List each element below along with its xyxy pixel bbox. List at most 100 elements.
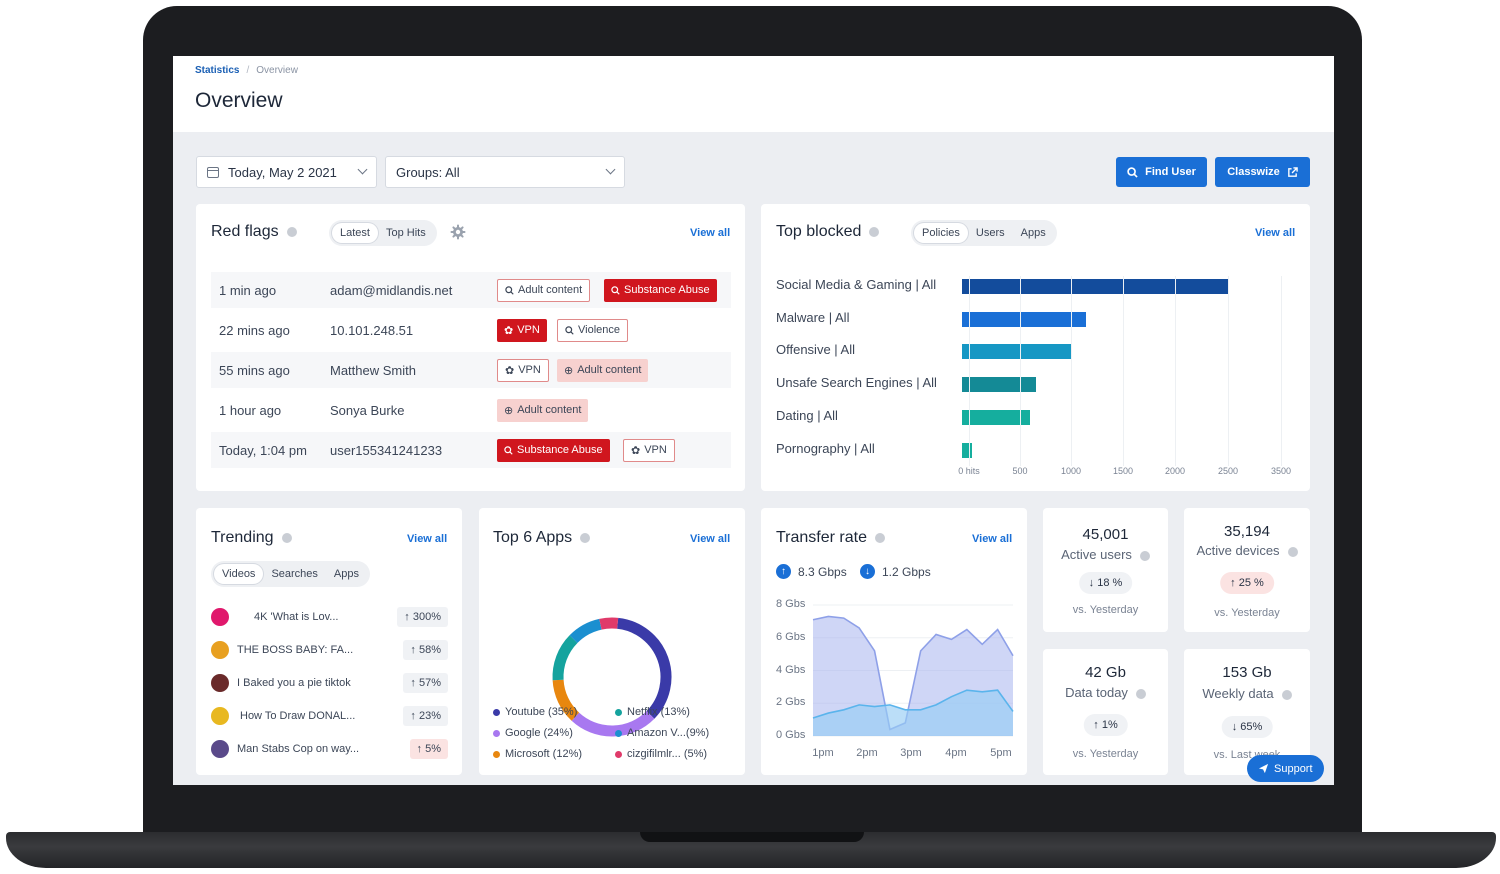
- tag-adult-content[interactable]: Adult content: [497, 278, 591, 302]
- donut-slice[interactable]: [616, 617, 672, 719]
- gear-icon[interactable]: [450, 224, 466, 240]
- stat-active-devices: 35,194 Active devices ↑ 25 % vs. Yesterd…: [1184, 508, 1310, 632]
- info-icon[interactable]: [281, 532, 292, 543]
- info-icon[interactable]: [580, 532, 591, 543]
- list-item[interactable]: 4K 'What is Lov... ↑ 300%: [211, 604, 448, 630]
- legend-dot: [493, 750, 500, 758]
- donut-slice[interactable]: [569, 618, 602, 644]
- groups-select[interactable]: Groups: All: [385, 156, 625, 188]
- list-item[interactable]: Man Stabs Cop on way... ↑ 5%: [211, 736, 448, 762]
- donut-slice[interactable]: [599, 617, 619, 630]
- support-button[interactable]: Support: [1247, 755, 1324, 782]
- globe-icon: ⊕: [564, 364, 574, 377]
- bar[interactable]: [962, 344, 1072, 360]
- stat-value: 45,001: [1082, 526, 1129, 543]
- upload-rate: ↑ 8.3 Gbps: [776, 564, 847, 579]
- gridline: [1020, 276, 1021, 466]
- search-icon: [504, 445, 513, 455]
- search-icon: [505, 285, 514, 295]
- table-row[interactable]: 22 mins ago 10.101.248.51 ✿ VPN Violence: [211, 312, 731, 348]
- tab-top-hits[interactable]: Top Hits: [385, 227, 426, 239]
- series-area: [813, 690, 1013, 736]
- video-thumbnail-icon: [211, 674, 229, 692]
- donut-slice[interactable]: [552, 635, 578, 681]
- trend-badge: ↑ 5%: [409, 739, 448, 759]
- breadcrumb-statistics[interactable]: Statistics: [195, 65, 240, 76]
- legend-label: Microsoft (12%): [505, 748, 583, 760]
- info-icon[interactable]: [1135, 688, 1146, 699]
- legend-label: Amazon V...(9%): [627, 727, 710, 739]
- tag-violence[interactable]: Violence: [557, 318, 628, 342]
- bar[interactable]: [962, 377, 1037, 393]
- bar[interactable]: [962, 279, 1228, 294]
- trend-badge: ↑ 57%: [403, 673, 448, 693]
- tab-apps[interactable]: Apps: [1020, 227, 1046, 239]
- tag-adult-content[interactable]: ⊕ Adult content: [557, 358, 649, 382]
- list-item[interactable]: I Baked you a pie tiktok ↑ 57%: [211, 670, 448, 696]
- tab-policies[interactable]: Policies: [914, 223, 968, 243]
- red-flags-view-all[interactable]: View all: [690, 227, 731, 239]
- table-row[interactable]: Today, 1:04 pm user155341241233 Substanc…: [211, 432, 731, 468]
- x-tick-label: 1pm: [812, 747, 834, 759]
- tag-vpn[interactable]: ✿ VPN: [497, 318, 547, 342]
- trending-view-all[interactable]: View all: [407, 533, 448, 545]
- info-icon[interactable]: [869, 226, 880, 237]
- top-blocked-view-all[interactable]: View all: [1255, 227, 1296, 239]
- tag-substance-abuse[interactable]: Substance Abuse: [497, 438, 610, 462]
- trend-badge: ↑ 300%: [397, 607, 448, 627]
- tab-latest[interactable]: Latest: [332, 223, 378, 243]
- classwize-button[interactable]: Classwize: [1215, 157, 1310, 187]
- top-apps-view-all[interactable]: View all: [690, 533, 731, 545]
- find-user-button[interactable]: Find User: [1116, 157, 1207, 187]
- trend-badge: ↑ 23%: [403, 706, 448, 726]
- transfer-rate-view-all[interactable]: View all: [972, 533, 1013, 545]
- info-icon[interactable]: [286, 226, 297, 237]
- bar[interactable]: [962, 442, 972, 458]
- y-tick-label: 2 Gbs: [776, 696, 806, 709]
- transfer-rate-title: Transfer rate: [776, 529, 885, 547]
- stat-value: 153 Gb: [1222, 664, 1272, 681]
- tag-adult-content[interactable]: ⊕ Adult content: [497, 398, 589, 422]
- series-line[interactable]: [812, 615, 1014, 731]
- tick-label: 2000: [1164, 466, 1186, 476]
- tag-vpn[interactable]: ✿ VPN: [623, 438, 675, 462]
- bar-label: Malware | All: [776, 309, 850, 325]
- tab-searches[interactable]: Searches: [271, 568, 318, 580]
- top-blocked-card: Top blocked Policies Users Apps View all…: [761, 204, 1310, 491]
- bar[interactable]: [962, 409, 1031, 425]
- table-row[interactable]: 1 min ago adam@midlandis.net Adult conte…: [211, 272, 731, 308]
- series-line[interactable]: [812, 689, 1014, 719]
- legend-label: Youtube (35%): [505, 706, 578, 718]
- bar[interactable]: [962, 311, 1086, 327]
- info-icon[interactable]: [1139, 550, 1150, 561]
- tab-users[interactable]: Users: [975, 227, 1005, 239]
- legend-label: Google (24%): [505, 727, 573, 739]
- table-row[interactable]: 1 hour ago Sonya Burke ⊕ Adult content: [211, 392, 731, 428]
- tab-apps[interactable]: Apps: [333, 568, 359, 580]
- bar-label: Offensive | All: [776, 342, 856, 358]
- y-tick-label: 6 Gbs: [776, 630, 806, 643]
- list-item[interactable]: How To Draw DONAL... ↑ 23%: [211, 703, 448, 729]
- tag-vpn[interactable]: ✿ VPN: [497, 358, 549, 382]
- tag-substance-abuse[interactable]: Substance Abuse: [604, 278, 717, 302]
- search-icon: [611, 285, 620, 295]
- find-user-label: Find User: [1145, 166, 1196, 178]
- stat-label: Active devices: [1184, 543, 1310, 558]
- support-label: Support: [1274, 762, 1313, 775]
- donut-slice[interactable]: [552, 679, 580, 721]
- list-item[interactable]: THE BOSS BABY: FA... ↑ 58%: [211, 637, 448, 663]
- red-flags-tabs: Latest Top Hits: [329, 220, 437, 246]
- external-link-icon: [1287, 166, 1298, 177]
- info-icon[interactable]: [875, 532, 885, 543]
- tick-label: 3500: [1270, 466, 1292, 476]
- video-thumbnail-icon: [211, 608, 229, 626]
- date-select[interactable]: Today, May 2 2021: [196, 156, 377, 188]
- table-row[interactable]: 55 mins ago Matthew Smith ✿ VPN ⊕ Adult co…: [211, 352, 731, 388]
- tab-videos[interactable]: Videos: [214, 564, 264, 584]
- info-icon[interactable]: [1281, 689, 1292, 700]
- donut-slice[interactable]: [571, 710, 655, 737]
- info-icon[interactable]: [1287, 546, 1298, 557]
- bar-label: Unsafe Search Engines | All: [776, 375, 937, 391]
- stat-data-today: 42 Gb Data today ↑ 1% vs. Yesterday: [1043, 649, 1168, 775]
- search-icon: [565, 325, 574, 335]
